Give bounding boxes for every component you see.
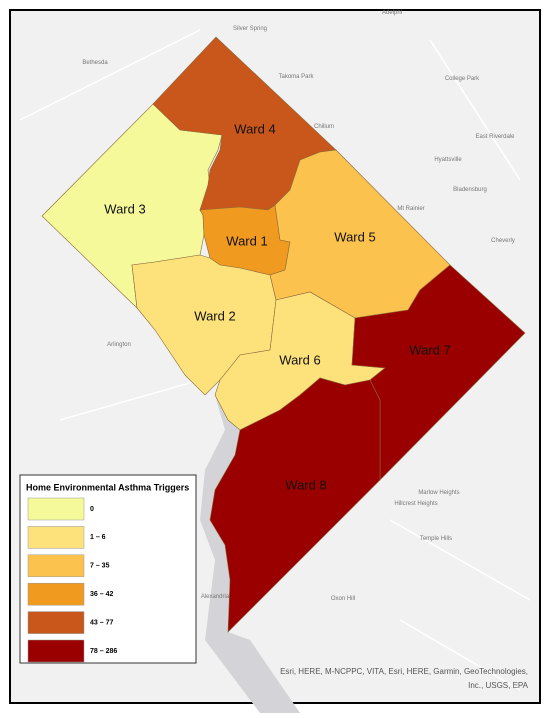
place-label: Hyattsville [434, 157, 462, 163]
legend-swatch [27, 582, 85, 606]
legend-swatch [27, 611, 85, 634]
roads [19, 29, 531, 691]
ward-label: Ward 7 [409, 342, 450, 357]
legend: Home Environmental Asthma Triggers 0 1 – … [19, 474, 197, 664]
ward: Ward 3 Ward 4 Ward 1 Ward 5 Ward 2 Ward … [41, 36, 526, 633]
ward-label: Ward 6 [279, 352, 320, 367]
legend-title: Home Environmental Asthma Triggers [26, 482, 189, 492]
place-label: Chillum [314, 124, 334, 130]
ward-label: Ward 8 [285, 477, 326, 492]
place-label: Arlington [107, 342, 131, 348]
place-label: East Riverdale [475, 134, 515, 140]
legend-swatch [27, 526, 85, 549]
legend-label: 36 – 42 [90, 591, 113, 598]
place-label: Adelphi [382, 10, 402, 16]
place-label: Bethesda [82, 60, 108, 66]
place-label: College Park [445, 76, 480, 82]
legend-label: 7 – 35 [90, 563, 110, 570]
attribution: Esri, HERE, M-NCPPC, VITA, Esri, HERE, G… [280, 667, 528, 690]
place-label: Temple Hills [420, 536, 452, 542]
legend-label: 78 – 286 [90, 648, 117, 655]
legend-label: 1 – 6 [90, 534, 106, 541]
place-label: Marlow Heights [418, 490, 459, 496]
place-label: Silver Spring [233, 26, 267, 32]
ward-area [209, 377, 381, 633]
ward-label: Ward 4 [234, 121, 275, 136]
place-label: Bladensburg [453, 187, 487, 193]
ward-label: Ward 1 [226, 233, 267, 248]
ward-label: Ward 5 [334, 229, 375, 244]
place-label: Oxon Hill [331, 596, 355, 602]
place-label: Hillcrest Heights [394, 501, 437, 507]
legend-label: 43 – 77 [90, 619, 113, 626]
legend-swatch [27, 639, 85, 663]
place-label: Alexandria [201, 594, 230, 600]
ward-area [351, 264, 526, 481]
legend-swatch [27, 554, 85, 578]
place-label: Mt Rainier [397, 206, 424, 212]
place-label: Takoma Park [278, 74, 314, 80]
place-label: Cheverly [491, 238, 515, 244]
legend-label: 0 [90, 506, 94, 513]
legend-swatch [27, 497, 85, 521]
ward-label: Ward 2 [194, 308, 235, 323]
ward-label: Ward 3 [104, 201, 145, 216]
